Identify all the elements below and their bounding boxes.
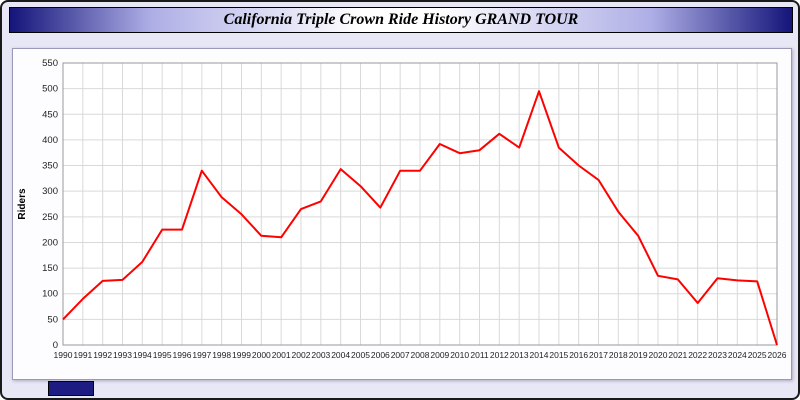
x-tick-label: 2005 <box>351 350 370 360</box>
x-tick-label: 2003 <box>311 350 330 360</box>
x-tick-label: 1991 <box>73 350 92 360</box>
x-tick-label: 2000 <box>252 350 271 360</box>
x-tick-label: 2015 <box>549 350 568 360</box>
y-tick-label: 200 <box>42 237 58 248</box>
x-tick-label: 2018 <box>609 350 628 360</box>
x-tick-label: 2001 <box>272 350 291 360</box>
x-tick-label: 1999 <box>232 350 251 360</box>
x-tick-label: 1990 <box>54 350 73 360</box>
y-tick-label: 400 <box>42 135 58 146</box>
x-tick-label: 2002 <box>292 350 311 360</box>
x-tick-label: 2010 <box>450 350 469 360</box>
y-tick-label: 500 <box>42 84 58 95</box>
x-tick-label: 1994 <box>133 350 152 360</box>
x-tick-label: 2008 <box>411 350 430 360</box>
x-tick-label: 2014 <box>530 350 549 360</box>
y-tick-label: 550 <box>42 58 58 69</box>
y-tick-label: 100 <box>42 289 58 300</box>
title-bar: California Triple Crown Ride History GRA… <box>9 7 793 33</box>
x-tick-label: 2019 <box>629 350 648 360</box>
ride-history-chart: 0 50 100 150 200 250 300 350 400 450 500 550 1990 199… <box>13 49 791 379</box>
x-tick-label: 2006 <box>371 350 390 360</box>
x-tick-label: 2004 <box>331 350 350 360</box>
x-tick-label: 1996 <box>173 350 192 360</box>
plot-border <box>62 62 778 346</box>
y-tick-label: 150 <box>42 263 58 274</box>
x-tick-label: 1998 <box>212 350 231 360</box>
x-tick-label: 2011 <box>470 350 489 360</box>
chart-panel: 0 50 100 150 200 250 300 350 400 450 500 550 1990 199… <box>12 48 792 380</box>
x-tick-label: 2016 <box>569 350 588 360</box>
footer-badge[interactable] <box>48 381 94 396</box>
y-tick-label: 450 <box>42 109 58 120</box>
x-tick-label: 2022 <box>688 350 707 360</box>
x-tick-label: 2024 <box>728 350 747 360</box>
y-tick-label: 0 <box>53 340 58 351</box>
x-tick-label: 2021 <box>668 350 687 360</box>
x-tick-label: 2026 <box>768 350 787 360</box>
x-tick-label: 2009 <box>430 350 449 360</box>
y-tick-label: 350 <box>42 161 58 172</box>
x-tick-label: 1992 <box>93 350 112 360</box>
x-tick-label: 2007 <box>391 350 410 360</box>
x-tick-label: 1997 <box>192 350 211 360</box>
riders-series-line <box>62 90 778 346</box>
y-tick-label: 300 <box>42 186 58 197</box>
x-tick-label: 2012 <box>490 350 509 360</box>
x-tick-label: 2013 <box>510 350 529 360</box>
y-tick-label: 250 <box>42 212 58 223</box>
x-tick-label: 1993 <box>113 350 132 360</box>
y-axis-title: Riders <box>17 188 28 220</box>
x-tick-label: 2025 <box>748 350 767 360</box>
x-tick-label: 2017 <box>589 350 608 360</box>
page-title: California Triple Crown Ride History GRA… <box>223 11 579 28</box>
y-tick-label: 50 <box>47 314 58 325</box>
x-tick-label: 1995 <box>153 350 172 360</box>
x-tick-label: 2023 <box>708 350 727 360</box>
x-tick-label: 2020 <box>649 350 668 360</box>
